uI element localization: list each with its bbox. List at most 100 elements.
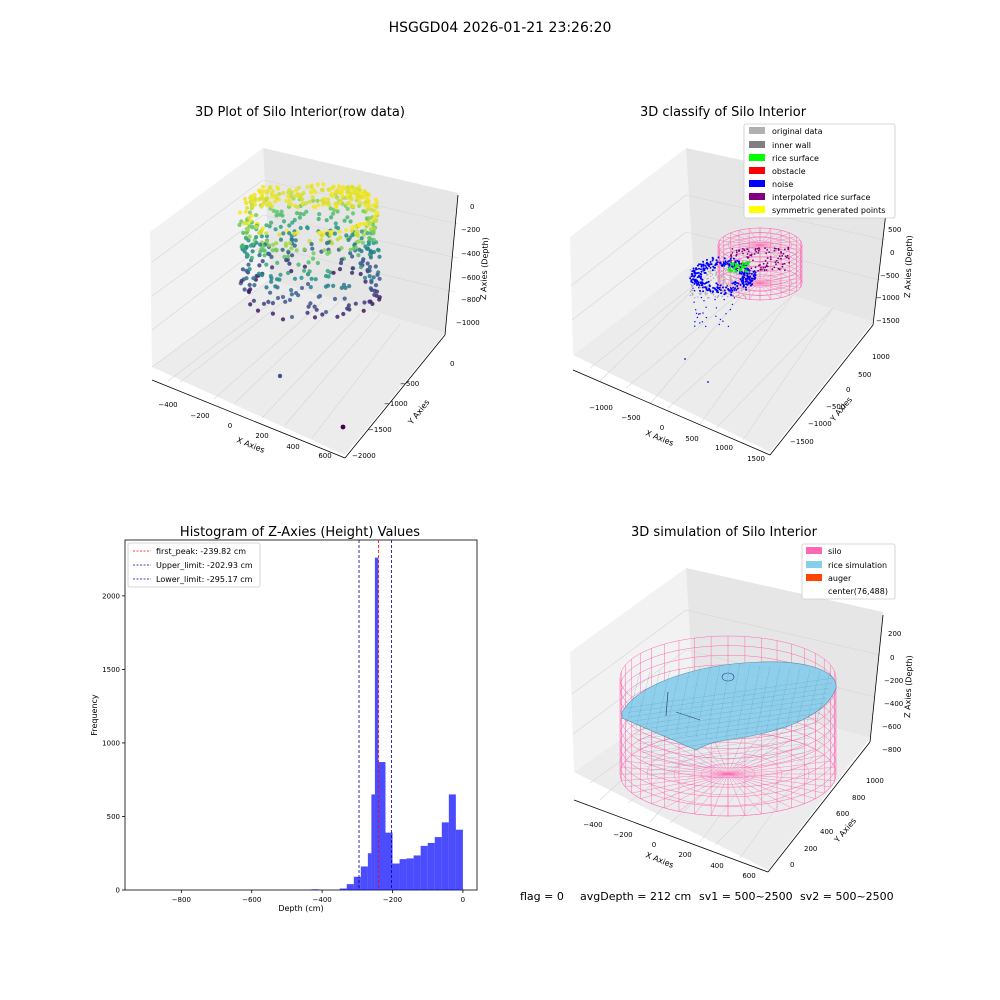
legend-entry: center(76,488) (828, 587, 888, 596)
raw-point (334, 195, 339, 200)
rice-surface-point (727, 267, 730, 270)
noise-point (712, 265, 715, 268)
noise-point (700, 270, 703, 273)
panel1-ylabel: Y Axies (406, 398, 432, 427)
rice-mesh-line (628, 687, 831, 718)
raw-point (372, 214, 377, 219)
raw-point (310, 256, 316, 261)
noise-point (696, 316, 699, 319)
tick-label: 500 (888, 226, 901, 234)
auger-ring (721, 672, 735, 682)
raw-point (331, 283, 336, 288)
histogram-ylabel: Frequency (90, 694, 99, 736)
raw-point (346, 189, 351, 194)
raw-point (365, 261, 370, 266)
raw-point (258, 249, 263, 254)
raw-point (365, 246, 370, 251)
panel3-title: Histogram of Z-Axies (Height) Values (180, 525, 420, 540)
noise-point (709, 285, 711, 287)
noise-point (694, 278, 697, 281)
original-point (731, 279, 733, 282)
interpolated-point (765, 265, 768, 268)
noise-point (701, 282, 704, 285)
raw-point (345, 206, 350, 211)
noise-point (731, 282, 734, 285)
original-point (718, 278, 720, 281)
interpolated-point (763, 268, 766, 271)
noise-point (711, 269, 714, 272)
original-point (718, 276, 720, 279)
raw-point (328, 187, 333, 192)
interpolated-point (759, 264, 761, 266)
raw-point (373, 264, 378, 269)
rice-surface-point (747, 263, 749, 266)
noise-point (712, 290, 714, 293)
noise-point (727, 325, 730, 328)
tick-label: 500 (685, 435, 698, 443)
tick-label: 200 (804, 845, 817, 853)
panel4-zlabel: Z Axies (Depth) (903, 655, 914, 718)
noise-point (725, 313, 727, 315)
raw-point (350, 185, 355, 190)
raw-point (256, 271, 261, 276)
noise-point (748, 278, 751, 281)
interpolated-point (753, 253, 756, 255)
tick-label: −500 (621, 414, 640, 422)
interpolated-point (754, 266, 757, 269)
rice-mesh-line (637, 717, 819, 745)
interpolated-point (742, 252, 744, 255)
noise-point (745, 288, 748, 291)
raw-point (350, 266, 355, 271)
interpolated-point (738, 249, 740, 252)
histogram-bar (413, 855, 421, 890)
noise-point (727, 288, 730, 290)
raw-point (319, 198, 325, 203)
noise-point (715, 259, 718, 262)
raw-point (292, 217, 297, 223)
interpolated-point (773, 266, 776, 269)
raw-point (254, 240, 259, 245)
noise-point (699, 313, 701, 315)
raw-point (254, 235, 259, 240)
raw-point (274, 241, 279, 246)
raw-point (377, 276, 382, 281)
raw-point (262, 253, 267, 258)
original-point (717, 294, 720, 297)
raw-point (281, 295, 285, 299)
original-point (727, 269, 729, 272)
raw-point (283, 243, 289, 248)
rice-surface-point (731, 270, 734, 273)
rice-mesh-line (631, 697, 827, 727)
raw-point (262, 189, 267, 194)
raw-point (294, 248, 299, 253)
noise-point (730, 295, 732, 297)
tick-label: 1000 (715, 444, 733, 452)
tick-label: −200 (613, 831, 632, 839)
raw-point (260, 259, 265, 264)
raw-point (361, 209, 366, 214)
raw-point (349, 203, 354, 208)
interpolated-point (730, 256, 733, 258)
rice-mesh-line (715, 664, 731, 741)
interpolated-point (759, 268, 762, 271)
sv2-text: sv2 = 500~2500 (800, 890, 894, 903)
noise-point (700, 275, 703, 278)
noise-point (711, 256, 714, 259)
noise-point (717, 256, 720, 259)
noise-point (729, 257, 732, 260)
raw-point (326, 197, 331, 202)
raw-point (359, 229, 364, 234)
legend-entry: interpolated rice surface (772, 193, 870, 202)
original-point (691, 284, 693, 287)
raw-point (316, 216, 321, 222)
original-point (717, 276, 719, 279)
raw-point (251, 276, 256, 281)
tick-label: 600 (836, 810, 849, 818)
raw-point (250, 204, 255, 209)
raw-point (373, 202, 378, 207)
raw-point (300, 286, 304, 290)
raw-point (269, 276, 274, 281)
rice-mesh-line (640, 727, 815, 754)
original-point (721, 295, 724, 298)
rice-surface (621, 661, 837, 751)
